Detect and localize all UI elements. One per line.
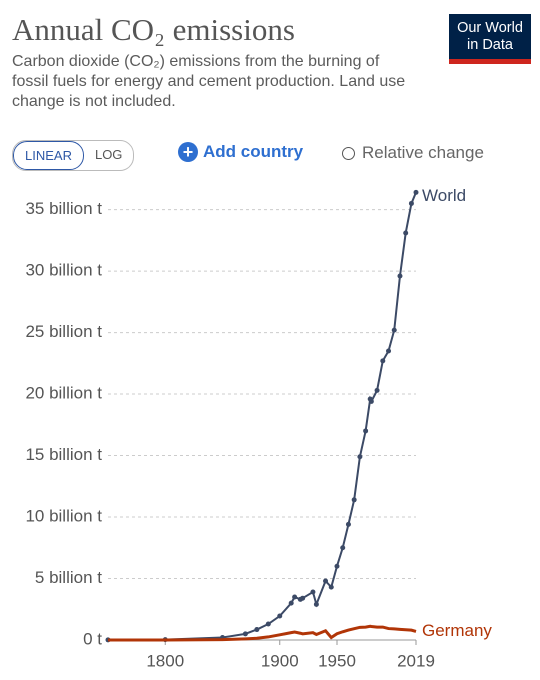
data-point	[368, 398, 374, 404]
x-tick-label: 1950	[318, 651, 356, 670]
y-tick-label: 15 billion t	[25, 445, 102, 464]
data-point	[386, 348, 392, 354]
data-point	[408, 200, 414, 206]
y-tick-label: 10 billion t	[25, 507, 102, 526]
data-point	[323, 578, 329, 584]
data-point	[345, 521, 351, 527]
x-tick-label: 2019	[397, 651, 435, 670]
data-point	[397, 273, 403, 279]
relative-change[interactable]: Relative change	[342, 143, 484, 163]
add-country-label: Add country	[203, 142, 304, 161]
data-point	[277, 613, 283, 619]
series-label: World	[422, 186, 466, 205]
y-tick-label: 30 billion t	[25, 261, 102, 280]
y-tick-label: 5 billion t	[35, 568, 102, 587]
plus-icon: +	[178, 142, 198, 162]
data-point	[363, 428, 369, 434]
data-point	[413, 189, 419, 195]
data-point	[380, 358, 386, 364]
series-line	[107, 191, 417, 641]
radio	[342, 146, 355, 160]
chart-title: Annual CO₂ emissions	[12, 12, 295, 47]
data-point	[313, 601, 319, 607]
series-label: Germany	[422, 621, 492, 640]
data-point	[391, 327, 397, 333]
scale-toggle: LINEAR LOG	[12, 140, 135, 171]
data-point	[310, 589, 316, 595]
log-button[interactable]: LOG	[94, 147, 123, 162]
data-point	[328, 584, 334, 590]
data-point	[292, 594, 298, 600]
data-point	[374, 387, 380, 393]
data-point	[340, 545, 346, 551]
data-point	[265, 621, 271, 627]
chart-subtitle: Carbon dioxide (CO₂) emissions from the …	[12, 53, 406, 110]
y-tick-label: 0 t	[83, 629, 102, 648]
data-point	[351, 497, 357, 503]
series-line	[107, 624, 417, 642]
x-tick-label: 1800	[146, 651, 184, 670]
y-tick-label: 25 billion t	[25, 322, 102, 341]
linear-button[interactable]: LINEAR	[13, 141, 84, 170]
y-tick-label: 35 billion t	[25, 199, 102, 218]
add-country[interactable]: + Add country	[178, 142, 303, 162]
y-tick-label: 20 billion t	[25, 384, 102, 403]
logo[interactable]: Our World in Data	[449, 14, 531, 64]
data-point	[288, 600, 294, 606]
x-tick-label: 1900	[261, 651, 299, 670]
relative-change-label: Relative change	[362, 143, 484, 162]
data-point	[254, 627, 260, 633]
data-point	[334, 563, 340, 569]
data-point	[357, 454, 363, 460]
data-point	[242, 631, 248, 637]
data-point	[403, 230, 409, 236]
data-point	[300, 595, 306, 601]
